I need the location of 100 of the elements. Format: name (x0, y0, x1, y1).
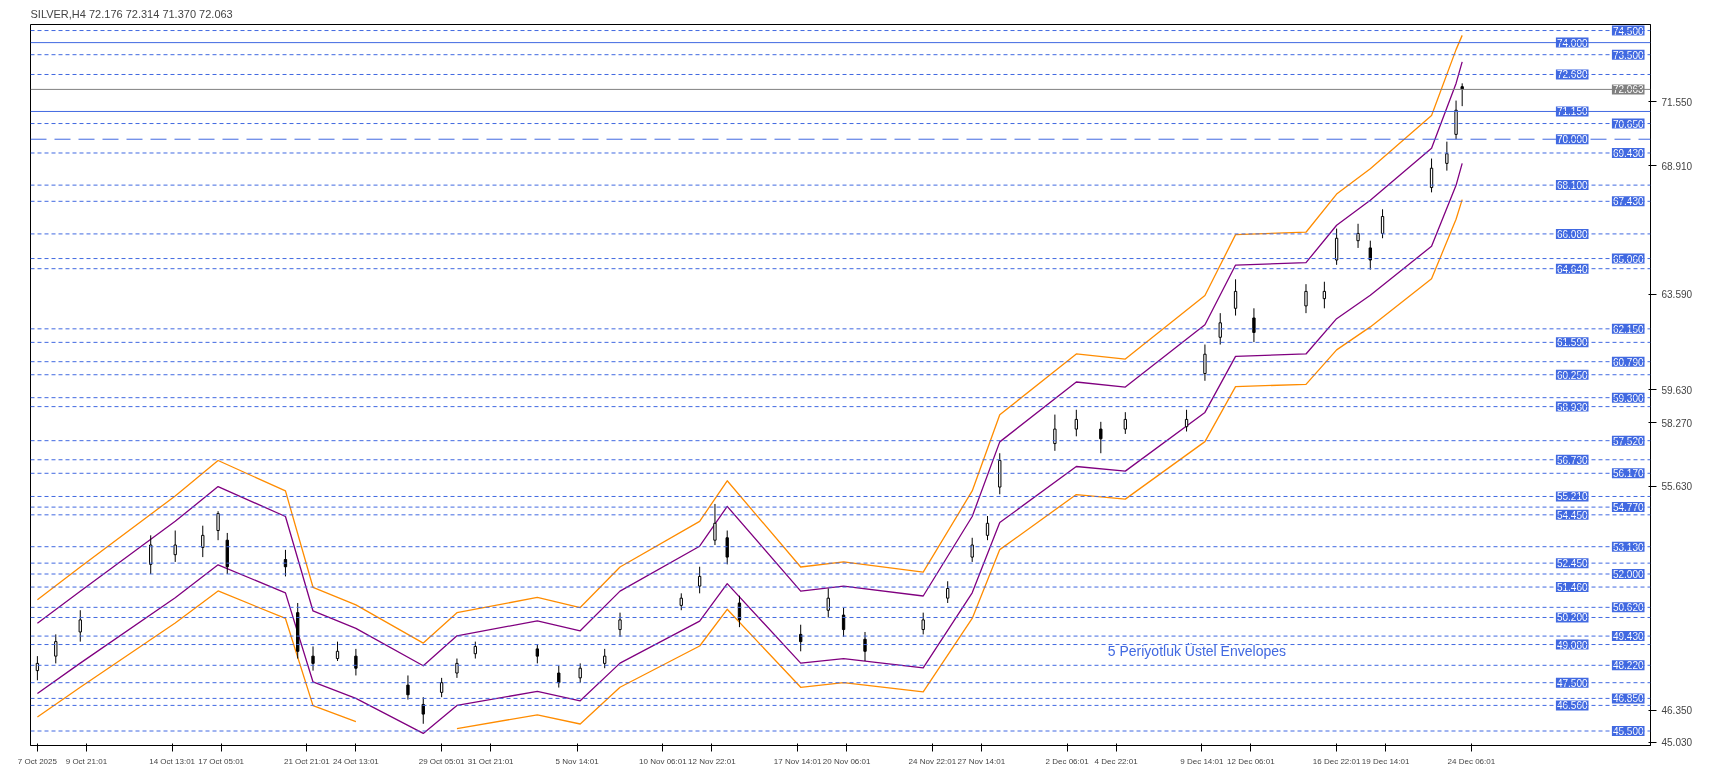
ref-line-label: 58.930 (1556, 401, 1588, 413)
candlestick (78, 609, 82, 643)
candlestick (173, 530, 177, 563)
y-tick-label: 59.630 (1661, 384, 1693, 396)
candlestick (1368, 240, 1372, 271)
chart-title: SILVER,H4 72.176 72.314 71.370 72.063 (30, 7, 233, 20)
ref-line-label: 50.620 (1612, 602, 1644, 614)
ref-line-label: 55.210 (1556, 491, 1588, 503)
ref-line-label: 46.850 (1612, 693, 1644, 705)
ref-line-label: 65.060 (1612, 253, 1644, 265)
candlestick (1074, 409, 1078, 437)
ref-line-label: 54.770 (1612, 502, 1644, 514)
x-tick-label: 27 Nov 14:01 (957, 756, 1006, 766)
x-tick-label: 17 Nov 14:01 (773, 756, 822, 766)
ref-line-label: 51.460 (1556, 582, 1588, 594)
ref-line-label: 53.130 (1612, 541, 1644, 553)
x-tick-label: 10 Nov 06:01 (639, 756, 688, 766)
candlestick (1099, 421, 1103, 454)
candlestick (421, 696, 425, 725)
candlestick (1203, 344, 1207, 382)
ref-line-label: 67.430 (1612, 196, 1644, 208)
x-tick-label: 16 Dec 22:01 (1312, 756, 1361, 766)
ref-line-label: 71.150 (1556, 106, 1588, 118)
x-tick-label: 17 Oct 05:01 (198, 756, 245, 766)
y-tick-label: 58.270 (1661, 417, 1693, 429)
ref-line-label: 74.500 (1612, 25, 1644, 37)
ref-line-label: 52.450 (1556, 558, 1588, 570)
annotation: 5 Periyotluk Üstel Envelopes (1107, 641, 1286, 659)
x-tick-label: 2 Dec 06:01 (1045, 756, 1090, 766)
candlestick (439, 677, 444, 698)
x-tick-label: 12 Nov 22:01 (688, 756, 737, 766)
candlestick (578, 662, 582, 684)
x-tick-label: 24 Oct 13:01 (332, 756, 380, 766)
candlestick (725, 530, 729, 565)
ref-line-label: 70.650 (1612, 118, 1644, 130)
y-tick-label: 63.590 (1661, 289, 1693, 301)
x-tick-label: 4 Dec 22:01 (1094, 756, 1139, 766)
candlestick (201, 525, 205, 558)
x-tick-label: 19 Dec 14:01 (1361, 756, 1410, 766)
candlestick (1356, 223, 1360, 249)
candlestick (406, 674, 410, 701)
ref-line-label: 60.250 (1556, 369, 1588, 381)
ref-line-label: 66.080 (1556, 228, 1588, 240)
candlestick (149, 534, 153, 575)
candlestick (946, 580, 950, 604)
ref-line-label: 73.500 (1612, 49, 1644, 61)
candlestick (1460, 82, 1464, 107)
ref-line-label: 69.430 (1612, 148, 1644, 159)
ref-line-label: 56.170 (1612, 468, 1644, 480)
ref-line-label: 49.430 (1612, 631, 1644, 643)
y-tick-label: 45.030 (1661, 737, 1693, 749)
candlestick (557, 665, 561, 689)
ref-line-label: 46.560 (1556, 700, 1588, 712)
ref-line-label: 48.220 (1612, 660, 1644, 672)
ref-line-label: 70.000 (1556, 134, 1588, 146)
candlestick (1304, 283, 1308, 314)
ref-line-label: 74.000 (1556, 37, 1588, 49)
candlestick (54, 633, 58, 664)
candlestick (216, 510, 220, 541)
y-tick-label: 46.350 (1661, 705, 1693, 717)
candlestick (1218, 312, 1222, 346)
x-tick-label: 20 Nov 06:01 (822, 756, 871, 766)
x-tick-label: 24 Nov 22:01 (908, 756, 957, 766)
candlestick (311, 645, 315, 672)
ref-line-label: 47.500 (1556, 677, 1588, 689)
ref-line-label: 64.640 (1556, 263, 1588, 275)
x-tick-label: 21 Oct 21:01 (283, 756, 331, 766)
ref-line-label: 62.150 (1612, 323, 1644, 335)
ref-line-label: 61.590 (1556, 337, 1588, 349)
x-tick-label: 5 Nov 14:01 (555, 756, 600, 766)
x-tick-label: 31 Oct 21:01 (467, 756, 515, 766)
candlestick (618, 612, 622, 638)
candlestick (1252, 307, 1256, 343)
candlestick (354, 648, 358, 676)
candlestick (603, 648, 607, 669)
ref-line-label: 49.080 (1556, 639, 1588, 651)
ref-line-label: 52.000 (1612, 569, 1644, 581)
candlestick (713, 503, 717, 546)
x-tick-label: 24 Dec 06:01 (1447, 756, 1496, 766)
y-tick-label: 71.550 (1661, 96, 1693, 108)
candlestick (799, 624, 803, 652)
ref-line-label: 60.790 (1612, 356, 1644, 368)
candlestick (1445, 141, 1449, 172)
ref-line-label: 45.500 (1612, 726, 1644, 738)
x-tick-label: 9 Dec 14:01 (1180, 756, 1224, 766)
candlestick (863, 631, 867, 662)
x-tick-label: 14 Oct 13:01 (149, 756, 196, 766)
y-tick-label: 68.910 (1661, 160, 1693, 172)
candlestick (455, 658, 459, 679)
ref-line-label: 50.200 (1556, 612, 1588, 624)
ref-line-label: 72.063 (1612, 84, 1644, 96)
x-tick-label: 7 Oct 2025 (17, 756, 58, 766)
candlestick (1123, 411, 1127, 435)
candlestick (535, 643, 540, 664)
x-tick-label: 29 Oct 05:01 (418, 756, 466, 766)
candlestick (921, 612, 925, 635)
ref-line-label: 54.450 (1556, 509, 1588, 521)
x-tick-label: 12 Dec 06:01 (1227, 756, 1276, 766)
candlestick (1233, 278, 1238, 317)
candlestick (841, 607, 846, 638)
